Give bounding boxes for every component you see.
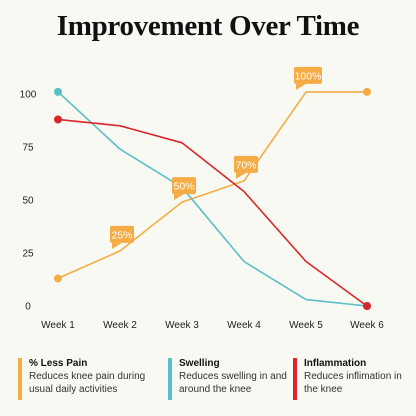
x-tick-label: Week 3 — [165, 320, 199, 331]
data-point-inflammation — [363, 302, 371, 310]
y-tick-label: 50 — [22, 196, 34, 207]
data-point-swelling — [54, 87, 62, 96]
legend-item-less-pain: % Less Pain Reduces knee pain during usu… — [18, 357, 164, 403]
callout-box — [172, 177, 196, 195]
callout-pointer — [112, 242, 122, 249]
callout-pointer — [174, 194, 184, 201]
series-line-swelling — [57, 91, 368, 307]
x-tick-label: Week 1 — [41, 320, 75, 331]
callout-box — [234, 155, 258, 173]
legend-description: Reduces inflimation in the knee — [304, 371, 402, 395]
x-tick-label: Week 4 — [227, 320, 261, 331]
legend-name: % Less Pain — [29, 358, 88, 369]
callout-pointer — [296, 83, 306, 90]
legend: % Less Pain Reduces knee pain during usu… — [18, 357, 408, 407]
legend-swatch-swelling — [168, 358, 172, 400]
callout-label: 70% — [235, 159, 256, 171]
series-line-less-pain — [57, 91, 367, 280]
legend-item-swelling: Swelling Reduces swelling in and around … — [168, 357, 294, 403]
callout-pointer — [236, 172, 246, 179]
y-tick-label: 100 — [20, 90, 37, 101]
legend-swatch-inflammation — [293, 358, 297, 400]
data-point-less-pain — [54, 274, 62, 283]
legend-description: Reduces knee pain during usual daily act… — [29, 371, 146, 395]
x-tick-label: Week 2 — [103, 320, 137, 331]
y-tick-label: 75 — [22, 143, 34, 154]
legend-description: Reduces swelling in and around the knee — [179, 371, 287, 395]
data-point-less-pain — [363, 87, 371, 96]
legend-name: Inflammation — [304, 358, 367, 369]
y-tick-label: 25 — [22, 249, 34, 260]
x-tick-label: Week 5 — [289, 320, 323, 331]
data-point-inflammation — [54, 115, 62, 124]
legend-name: Swelling — [179, 358, 220, 369]
callout-label: 25% — [111, 229, 132, 241]
callout-box — [294, 66, 322, 84]
chart-title: Improvement Over Time — [56, 10, 360, 42]
callout-label: 100% — [295, 70, 322, 82]
legend-swatch-less-pain — [18, 358, 22, 400]
x-tick-label: Week 6 — [350, 320, 384, 331]
legend-item-inflammation: Inflammation Reduces inflimation in the … — [293, 357, 414, 403]
series-line-inflammation — [57, 118, 368, 307]
y-tick-label: 0 — [25, 302, 31, 313]
callout-label: 50% — [173, 181, 194, 193]
callout-box — [110, 225, 134, 243]
